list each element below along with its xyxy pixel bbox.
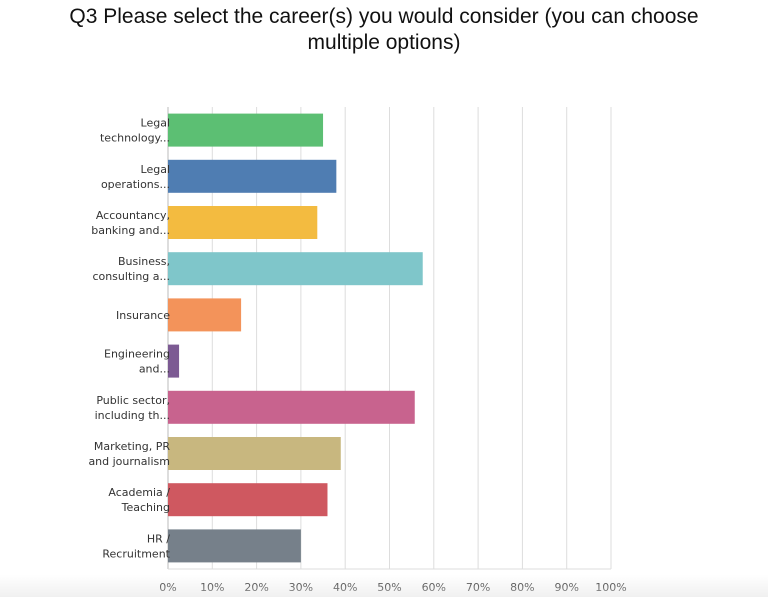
x-tick-label: 90% xyxy=(554,581,578,594)
x-tick-label: 40% xyxy=(333,581,357,594)
x-tick-label: 70% xyxy=(466,581,490,594)
category-label: Engineering xyxy=(104,348,170,361)
bar xyxy=(168,344,180,378)
category-label: Accountancy, xyxy=(96,209,170,222)
x-tick-label: 20% xyxy=(244,581,268,594)
x-tick-label: 80% xyxy=(510,581,534,594)
category-label: and... xyxy=(139,363,170,376)
category-label: Business, xyxy=(118,255,170,268)
category-label: Marketing, PR xyxy=(94,440,170,453)
category-label: Academia / xyxy=(108,486,170,499)
category-label: HR / xyxy=(147,532,170,545)
category-label: consulting a... xyxy=(92,270,170,283)
bar xyxy=(168,159,337,193)
category-label: Public sector, xyxy=(96,394,170,407)
x-tick-label: 10% xyxy=(200,581,224,594)
x-tick-label: 100% xyxy=(595,581,626,594)
category-label: Insurance xyxy=(116,309,170,322)
bar xyxy=(168,113,324,147)
category-label: Legal xyxy=(141,163,170,176)
category-label: Recruitment xyxy=(102,547,170,560)
x-tick-label: 50% xyxy=(377,581,401,594)
chart-title-line-1: Q3 Please select the career(s) you would… xyxy=(69,5,699,28)
category-label: operations... xyxy=(101,178,170,191)
bar xyxy=(168,252,423,286)
x-tick-label: 30% xyxy=(289,581,313,594)
category-label: Teaching xyxy=(121,501,170,514)
x-tick-label: 0% xyxy=(159,581,176,594)
chart-title: Q3 Please select the career(s) you would… xyxy=(0,4,768,56)
bar xyxy=(168,437,341,470)
bar xyxy=(168,298,242,332)
category-label: banking and... xyxy=(91,224,170,237)
bar xyxy=(168,390,415,424)
category-label: Legal xyxy=(141,117,170,130)
category-label: technology... xyxy=(100,132,170,145)
category-label: including th... xyxy=(95,409,170,422)
bar xyxy=(168,483,328,517)
category-label: and journalism xyxy=(88,455,170,468)
bar xyxy=(168,206,318,239)
x-tick-label: 60% xyxy=(422,581,446,594)
chart-title-line-2: multiple options) xyxy=(307,31,461,54)
bar xyxy=(168,529,301,563)
